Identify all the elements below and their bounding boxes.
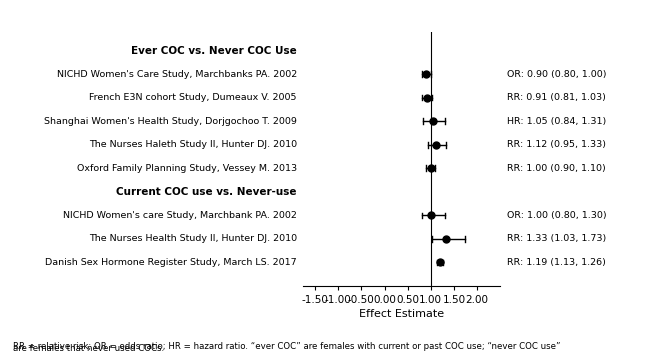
Text: RR = relative risk; OR = odds ratio; HR = hazard ratio. “ever COC” are females w: RR = relative risk; OR = odds ratio; HR …: [13, 342, 561, 351]
Text: Shanghai Women's Health Study, Dorjgochoo T. 2009: Shanghai Women's Health Study, Dorjgocho…: [44, 117, 297, 126]
Text: Danish Sex Hormone Register Study, March LS. 2017: Danish Sex Hormone Register Study, March…: [45, 258, 297, 267]
Text: Current COC use vs. Never-use: Current COC use vs. Never-use: [116, 187, 297, 197]
Text: OR: 1.00 (0.80, 1.30): OR: 1.00 (0.80, 1.30): [507, 211, 606, 220]
Text: Oxford Family Planning Study, Vessey M. 2013: Oxford Family Planning Study, Vessey M. …: [77, 164, 297, 173]
Text: RR: 1.00 (0.90, 1.10): RR: 1.00 (0.90, 1.10): [507, 164, 606, 173]
Text: The Nurses Health Study II, Hunter DJ. 2010: The Nurses Health Study II, Hunter DJ. 2…: [89, 234, 297, 243]
Text: French E3N cohort Study, Dumeaux V. 2005: French E3N cohort Study, Dumeaux V. 2005: [89, 93, 297, 102]
Text: HR: 1.05 (0.84, 1.31): HR: 1.05 (0.84, 1.31): [507, 117, 606, 126]
Text: NICHD Women's Care Study, Marchbanks PA. 2002: NICHD Women's Care Study, Marchbanks PA.…: [57, 70, 297, 79]
Text: Ever COC vs. Never COC Use: Ever COC vs. Never COC Use: [131, 46, 297, 55]
X-axis label: Effect Estimate: Effect Estimate: [360, 309, 444, 319]
Text: RR: 1.33 (1.03, 1.73): RR: 1.33 (1.03, 1.73): [507, 234, 606, 243]
Text: The Nurses Haleth Study II, Hunter DJ. 2010: The Nurses Haleth Study II, Hunter DJ. 2…: [89, 140, 297, 149]
Text: are females that never used COCs.: are females that never used COCs.: [13, 344, 165, 353]
Text: OR: 0.90 (0.80, 1.00): OR: 0.90 (0.80, 1.00): [507, 70, 606, 79]
Text: RR: 1.12 (0.95, 1.33): RR: 1.12 (0.95, 1.33): [507, 140, 606, 149]
Text: NICHD Women's care Study, Marchbank PA. 2002: NICHD Women's care Study, Marchbank PA. …: [63, 211, 297, 220]
Text: RR: 0.91 (0.81, 1.03): RR: 0.91 (0.81, 1.03): [507, 93, 606, 102]
Text: RR: 1.19 (1.13, 1.26): RR: 1.19 (1.13, 1.26): [507, 258, 606, 267]
